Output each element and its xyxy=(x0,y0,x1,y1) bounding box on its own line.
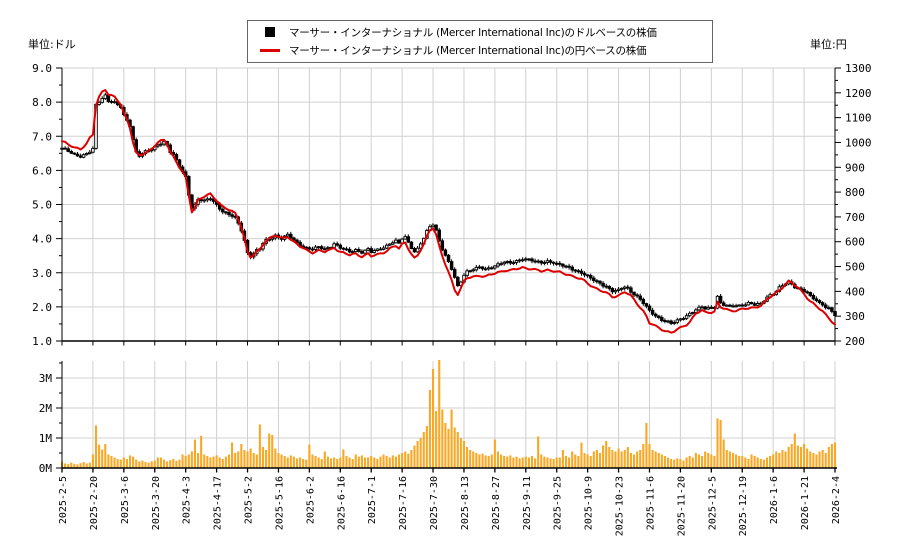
svg-text:600: 600 xyxy=(845,236,865,249)
x-tick-label: 2026-1-6 xyxy=(769,476,780,524)
x-tick-label: 2025-6-2 xyxy=(305,476,316,524)
svg-text:1M: 1M xyxy=(39,432,53,445)
svg-text:3.0: 3.0 xyxy=(32,267,52,280)
svg-text:7.0: 7.0 xyxy=(32,130,52,143)
legend-row-usd: マーサー・インターナショナル (Mercer International Inc… xyxy=(260,25,706,40)
svg-text:9.0: 9.0 xyxy=(32,62,52,75)
x-tick-label: 2025-5-16 xyxy=(274,476,285,530)
x-tick-label: 2025-10-23 xyxy=(615,476,626,536)
x-tick-label: 2025-8-13 xyxy=(460,476,471,530)
svg-text:0M: 0M xyxy=(39,462,53,475)
x-tick-label: 2025-4-3 xyxy=(182,476,193,524)
svg-text:1.0: 1.0 xyxy=(32,335,52,348)
jpy-series-line-marker-icon xyxy=(260,49,280,53)
x-tick-label: 2025-7-30 xyxy=(429,476,440,530)
svg-text:1200: 1200 xyxy=(845,87,872,100)
x-tick-label: 2025-9-25 xyxy=(553,476,564,530)
svg-text:2.0: 2.0 xyxy=(32,301,52,314)
legend-box: マーサー・インターナショナル (Mercer International Inc… xyxy=(247,20,713,63)
x-tick-label: 2026-1-21 xyxy=(800,476,811,530)
grid-lines xyxy=(61,67,836,468)
left-axis-unit-label: 単位:ドル xyxy=(28,38,76,51)
x-tick-label: 2025-7-1 xyxy=(367,476,378,524)
x-tick-label: 2025-8-27 xyxy=(491,476,502,530)
svg-text:500: 500 xyxy=(845,261,865,274)
svg-text:400: 400 xyxy=(845,285,865,298)
svg-text:3M: 3M xyxy=(39,372,53,385)
svg-text:4.0: 4.0 xyxy=(32,233,52,246)
svg-text:1000: 1000 xyxy=(845,136,872,149)
jpy-line-series xyxy=(61,89,836,334)
axis-tick-labels: 9.0 8.0 7.0 6.0 5.0 4.0 3.0 2.0 1.0 1300 1200 1100 1… xyxy=(32,62,871,536)
x-tick-label: 2025-9-11 xyxy=(522,476,533,530)
axes xyxy=(56,67,841,473)
x-tick-label: 2025-12-19 xyxy=(738,476,749,536)
usd-series-square-marker-icon xyxy=(260,27,280,38)
x-tick-label: 2025-5-2 xyxy=(244,476,255,524)
svg-text:200: 200 xyxy=(845,335,865,348)
svg-text:700: 700 xyxy=(845,211,865,224)
svg-text:6.0: 6.0 xyxy=(32,164,52,177)
x-tick-label: 2025-6-16 xyxy=(336,476,347,530)
legend-label-usd: マーサー・インターナショナル (Mercer International Inc… xyxy=(289,26,657,39)
svg-text:8.0: 8.0 xyxy=(32,96,52,109)
x-tick-label: 2025-4-17 xyxy=(213,476,224,530)
svg-text:900: 900 xyxy=(845,161,865,174)
svg-text:5.0: 5.0 xyxy=(32,199,52,212)
legend-row-jpy: マーサー・インターナショナル (Mercer International Inc… xyxy=(260,43,706,58)
volume-bars xyxy=(60,360,837,468)
x-tick-label: 2025-11-6 xyxy=(645,476,656,530)
x-tick-label: 2025-2-5 xyxy=(58,476,69,524)
x-tick-label: 2025-10-9 xyxy=(584,476,595,530)
x-tick-label: 2025-2-20 xyxy=(89,476,100,530)
x-tick-label: 2025-3-20 xyxy=(151,476,162,530)
svg-text:300: 300 xyxy=(845,310,865,323)
x-tick-label: 2026-2-4 xyxy=(831,476,842,524)
usd-candlestick-series xyxy=(60,92,837,326)
x-tick-label: 2025-7-16 xyxy=(398,476,409,530)
x-tick-label: 2025-3-6 xyxy=(120,476,131,524)
legend-label-jpy: マーサー・インターナショナル (Mercer International Inc… xyxy=(289,45,647,58)
svg-text:800: 800 xyxy=(845,186,865,199)
x-tick-label: 2025-12-5 xyxy=(707,476,718,530)
svg-text:1100: 1100 xyxy=(845,112,872,125)
svg-text:2M: 2M xyxy=(39,402,53,415)
x-tick-label: 2025-11-20 xyxy=(676,476,687,536)
right-axis-unit-label: 単位:円 xyxy=(810,38,847,51)
svg-text:1300: 1300 xyxy=(845,62,872,75)
